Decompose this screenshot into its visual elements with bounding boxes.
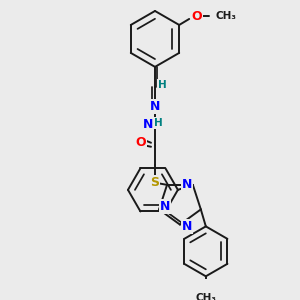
Text: N: N — [160, 200, 170, 213]
Text: O: O — [136, 136, 146, 149]
Text: CH₃: CH₃ — [215, 11, 236, 21]
Text: H: H — [158, 80, 166, 90]
Text: CH₃: CH₃ — [195, 293, 216, 300]
Text: N: N — [182, 220, 192, 233]
Text: N: N — [182, 178, 192, 191]
Text: O: O — [192, 11, 202, 23]
Text: N: N — [143, 118, 153, 131]
Text: H: H — [154, 118, 162, 128]
Text: N: N — [150, 100, 160, 113]
Text: S: S — [151, 176, 160, 189]
